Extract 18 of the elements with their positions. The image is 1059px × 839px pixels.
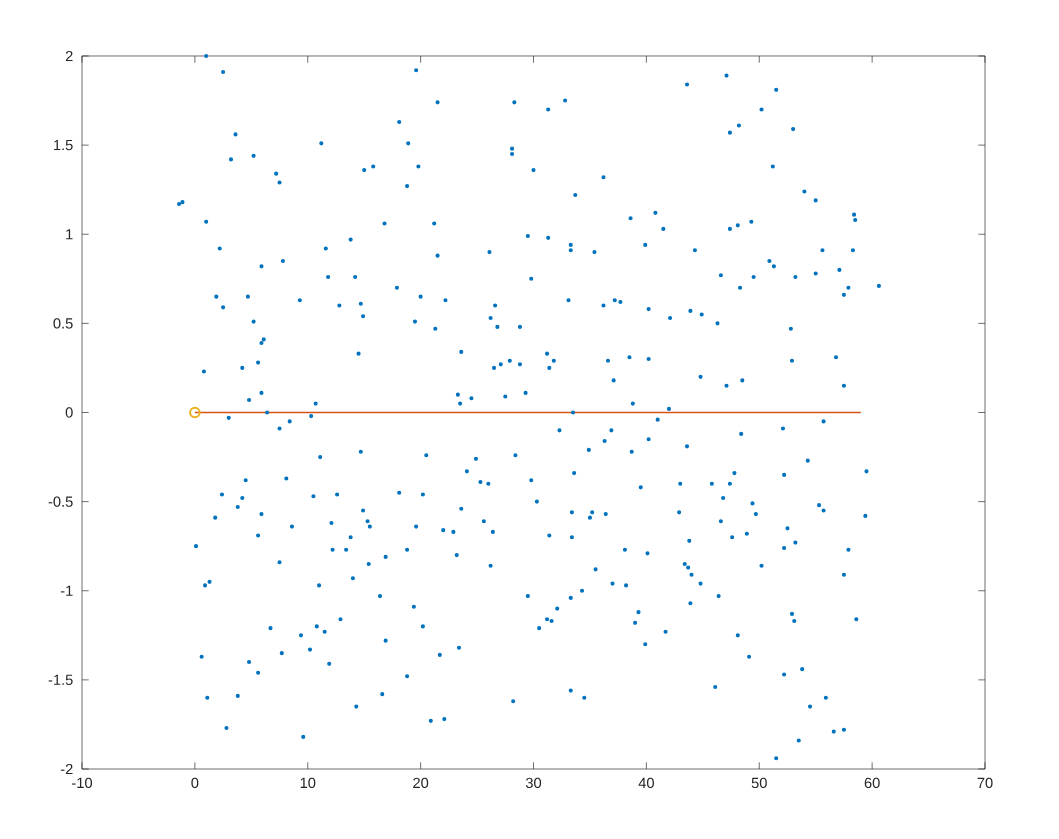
y-tick-label: 0.5	[53, 318, 73, 329]
y-tick-label: -1	[60, 585, 73, 596]
y-tick-label: -2	[60, 763, 73, 775]
x-tick-label: 20	[413, 777, 429, 789]
y-tick-label: 2	[65, 50, 73, 62]
y-tick-label: -0.5	[48, 496, 73, 507]
x-tick-label: -10	[72, 777, 93, 789]
x-tick-label: 60	[864, 777, 880, 789]
x-tick-label: 50	[751, 777, 767, 789]
y-tick-label: 1.5	[54, 140, 73, 151]
x-tick-label: 30	[525, 777, 542, 789]
y-tick-label: 0	[65, 407, 73, 418]
x-tick-label: 70	[977, 777, 993, 789]
x-tick-label: 10	[300, 777, 316, 789]
x-tick-label: 40	[638, 777, 654, 789]
y-tick-label: -1.5	[48, 674, 73, 685]
x-tick-label: 0	[191, 777, 199, 789]
y-tick-label: 1	[66, 229, 73, 240]
